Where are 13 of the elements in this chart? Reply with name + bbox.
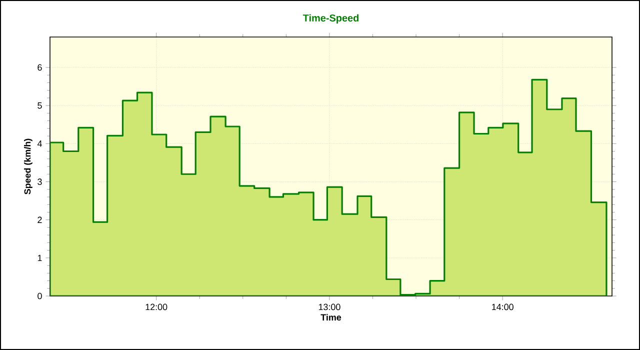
x-tick-label: 13:00: [318, 304, 340, 310]
y-axis-title: Speed (km/h): [24, 138, 32, 194]
y-tick-label: 3: [38, 178, 42, 185]
y-tick-label: 0: [38, 292, 42, 300]
y-tick-label: 1: [38, 254, 42, 261]
x-tick-label: 14:00: [492, 304, 514, 310]
y-tick-label: 4: [37, 140, 42, 147]
y-tick-label: 2: [38, 216, 42, 223]
y-tick-label: 6: [38, 64, 42, 71]
y-tick-label: 5: [38, 102, 42, 109]
x-axis-title: Time: [320, 314, 342, 321]
chart-title: Time-Speed: [302, 14, 358, 24]
x-tick-label: 12:00: [146, 304, 168, 310]
